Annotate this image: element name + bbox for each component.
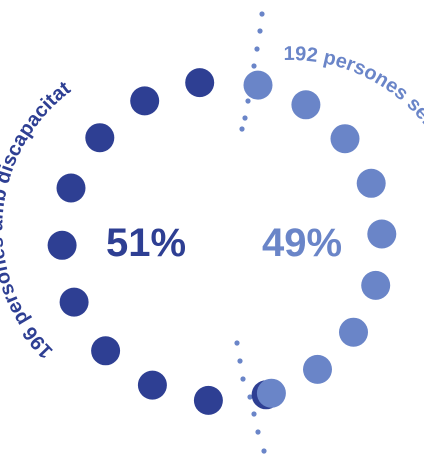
dots-left (47, 68, 281, 415)
divider-dot (242, 115, 248, 121)
left-dot (185, 68, 215, 98)
left-dot (56, 173, 86, 203)
right-dot (330, 124, 360, 154)
divider-dot (247, 394, 253, 400)
divider-dot (257, 28, 263, 34)
divider-dot (234, 340, 240, 346)
left-dot (59, 287, 89, 317)
percent-right: 49% (262, 221, 342, 265)
right-dot (356, 168, 386, 198)
divider-dot (251, 63, 257, 69)
divider-top (239, 11, 265, 132)
left-dot (130, 86, 160, 116)
left-dot (85, 123, 115, 153)
left-dot (47, 230, 77, 260)
left-dot (193, 385, 223, 415)
percent-left: 51% (106, 221, 186, 265)
divider-dot (245, 98, 251, 104)
dots-right (243, 70, 397, 408)
right-dot (361, 270, 391, 300)
right-dot (256, 378, 286, 408)
label-left-text: 196 persones amb discapacitat (0, 77, 75, 362)
divider-dot (261, 448, 267, 454)
divider-dot (251, 411, 257, 417)
divider-dot (237, 358, 243, 364)
right-dot (367, 219, 397, 249)
right-dot (291, 90, 321, 120)
left-dot (91, 336, 121, 366)
label-left: 196 persones amb discapacitat (0, 77, 75, 362)
divider-dot (254, 46, 260, 52)
divider-dot (255, 429, 261, 435)
divider-dot (259, 11, 265, 17)
divider-dot (240, 376, 246, 382)
right-dot (339, 317, 368, 347)
right-dot (303, 354, 332, 384)
divider-dot (239, 126, 245, 132)
left-dot (137, 370, 167, 400)
divider-bottom (234, 340, 267, 454)
right-dot (243, 70, 273, 100)
